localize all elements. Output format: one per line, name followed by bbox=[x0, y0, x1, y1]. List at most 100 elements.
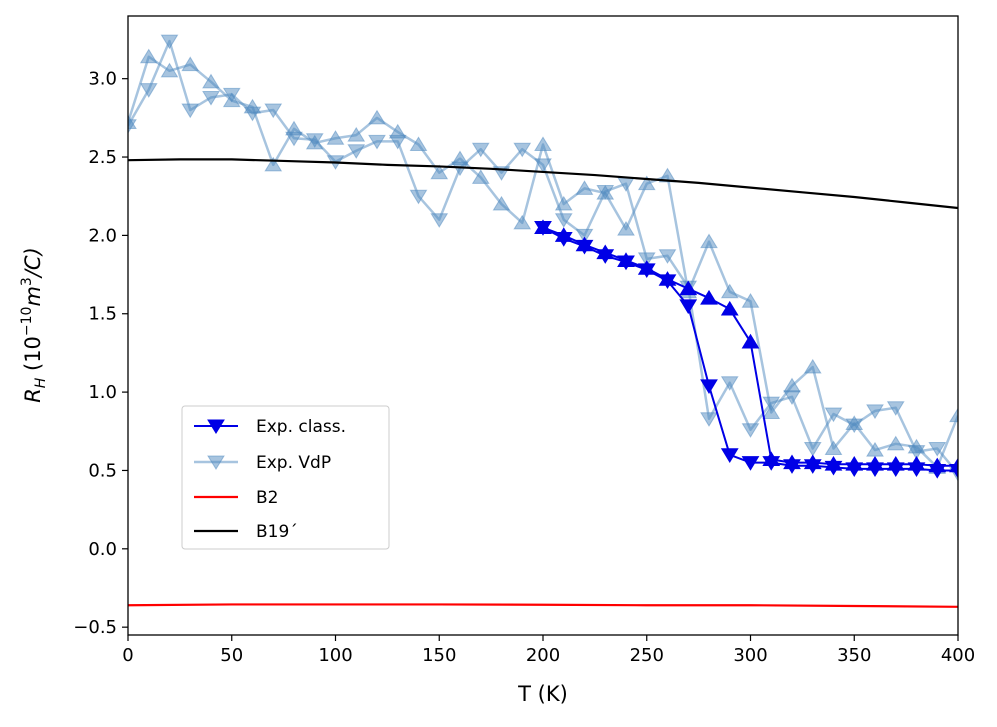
classic-cooling-point bbox=[700, 379, 718, 394]
classic-heating-point bbox=[866, 456, 884, 471]
vdp-cooling-point bbox=[886, 401, 905, 416]
vdp-cooling-point bbox=[720, 376, 739, 391]
vdp-cooling-point bbox=[575, 228, 594, 244]
vdp-cooling-point bbox=[368, 134, 386, 150]
legend-entry-exp-class: Exp. class. bbox=[194, 417, 346, 437]
vdp-cooling-point bbox=[160, 34, 179, 50]
vdp-heating-point bbox=[845, 415, 864, 430]
vdp-heating-point bbox=[720, 283, 739, 299]
vdp-heating-point bbox=[326, 130, 345, 145]
classic-heating-point bbox=[845, 456, 864, 471]
vdp-heating-point bbox=[554, 195, 573, 211]
y-axis: −0.5 0.0 0.5 1.0 1.5 2.0 2.5 3.0 bbox=[73, 69, 128, 638]
classic-heating-point bbox=[762, 451, 781, 466]
vdp-heating-point bbox=[907, 438, 926, 454]
vdp-cooling-point bbox=[471, 142, 490, 158]
classic-heating-point bbox=[803, 454, 822, 470]
classic-heating-point bbox=[720, 300, 739, 316]
vdp-heating-point bbox=[451, 150, 469, 166]
y-tick-label: 2.5 bbox=[88, 147, 117, 168]
b2-line bbox=[128, 603, 958, 608]
vdp-heating-point bbox=[741, 293, 760, 308]
vdp-heating-point bbox=[762, 404, 781, 419]
classic-heating-point bbox=[928, 457, 947, 473]
classic-heating-point bbox=[575, 236, 594, 252]
x-tick-label: 350 bbox=[837, 645, 871, 666]
vdp-heating-point bbox=[803, 358, 822, 374]
x-axis: 0 50 100 150 200 250 300 350 400 bbox=[122, 635, 975, 666]
vdp-cooling-point bbox=[202, 90, 220, 106]
vdp-heating-point bbox=[139, 48, 158, 64]
legend-marker-exp-class bbox=[207, 419, 225, 434]
y-tick-label: 3.0 bbox=[88, 69, 117, 90]
x-tick-label: 100 bbox=[318, 645, 352, 666]
vdp-cooling-point bbox=[139, 83, 158, 98]
x-tick-label: 50 bbox=[220, 645, 243, 666]
vdp-heating-point bbox=[617, 220, 635, 236]
classic-heating-point bbox=[783, 454, 801, 470]
x-tick-label: 250 bbox=[630, 645, 664, 666]
vdp-heating-point bbox=[368, 109, 386, 125]
vdp-heating-point bbox=[181, 56, 200, 72]
classic-cooling-point bbox=[741, 456, 760, 471]
classic-heating-point bbox=[824, 456, 843, 471]
vdp-cooling-point bbox=[264, 103, 283, 119]
classic-cooling-point bbox=[679, 299, 698, 315]
classic-heating-point bbox=[617, 252, 635, 267]
vdp-cooling-point bbox=[181, 103, 200, 119]
vdp-heating-point bbox=[824, 440, 843, 456]
vdp-heating-point bbox=[534, 136, 552, 152]
vdp-cooling-point bbox=[928, 442, 947, 457]
vdp-heating-point bbox=[949, 407, 958, 423]
y-tick-label: −0.5 bbox=[73, 617, 117, 638]
vdp-cooling-point bbox=[866, 404, 884, 420]
x-tick-label: 400 bbox=[941, 645, 975, 666]
vdp-heating-point bbox=[471, 169, 490, 184]
vdp-heating-point bbox=[700, 233, 718, 249]
x-axis-label: T (K) bbox=[517, 682, 568, 706]
classic-heating-point bbox=[741, 333, 760, 349]
vdp-heating-point bbox=[492, 195, 511, 211]
legend-frame bbox=[181, 405, 390, 550]
vdp-heating-point bbox=[347, 126, 366, 142]
classic-heating-point bbox=[700, 289, 718, 305]
legend-label-exp-class: Exp. class. bbox=[256, 417, 346, 437]
classic-cooling-point bbox=[720, 448, 739, 463]
classic-heating-point bbox=[554, 227, 573, 242]
vdp-heating-point bbox=[513, 214, 532, 230]
vdp-heating-point bbox=[658, 167, 677, 183]
x-tick-label: 0 bbox=[122, 645, 133, 666]
vdp-cooling-point bbox=[513, 142, 532, 158]
vdp-cooling-point bbox=[409, 189, 428, 205]
vdp-heating-point bbox=[637, 175, 656, 191]
vdp-cooling-point bbox=[762, 396, 781, 412]
legend-label-exp-vdp: Exp. VdP bbox=[256, 453, 331, 473]
legend-marker-exp-vdp bbox=[207, 455, 225, 470]
y-tick-label: 2.0 bbox=[88, 225, 117, 246]
series-layer bbox=[128, 34, 958, 608]
vdp-heating-point bbox=[575, 180, 594, 195]
classic-heating-point bbox=[534, 219, 552, 235]
vdp-heating-point bbox=[388, 123, 407, 139]
x-tick-label: 200 bbox=[526, 645, 560, 666]
legend-entry-b2: B2 bbox=[194, 488, 278, 508]
classic-heating-point bbox=[679, 280, 698, 296]
vdp-cooling-point bbox=[741, 423, 760, 438]
vdp-heating-point bbox=[285, 120, 303, 136]
vdp-heating-point bbox=[783, 377, 801, 393]
classic-heating-point bbox=[907, 456, 926, 471]
classic-heating-point bbox=[596, 244, 615, 260]
classic-heating-point bbox=[658, 271, 677, 286]
y-tick-label: 0.0 bbox=[88, 539, 117, 560]
vdp-heating-point bbox=[128, 114, 137, 130]
classic-heating-point bbox=[637, 260, 656, 275]
legend-label-b19: B19´ bbox=[256, 522, 298, 542]
x-tick-label: 150 bbox=[422, 645, 456, 666]
vdp-cooling-point bbox=[637, 252, 656, 268]
vdp-heating-point bbox=[409, 136, 428, 152]
vdp-cooling-point bbox=[824, 407, 843, 423]
vdp-cooling-point bbox=[658, 249, 677, 264]
vdp-heating-point bbox=[886, 435, 905, 451]
legend-entry-b19: B19´ bbox=[194, 522, 298, 542]
